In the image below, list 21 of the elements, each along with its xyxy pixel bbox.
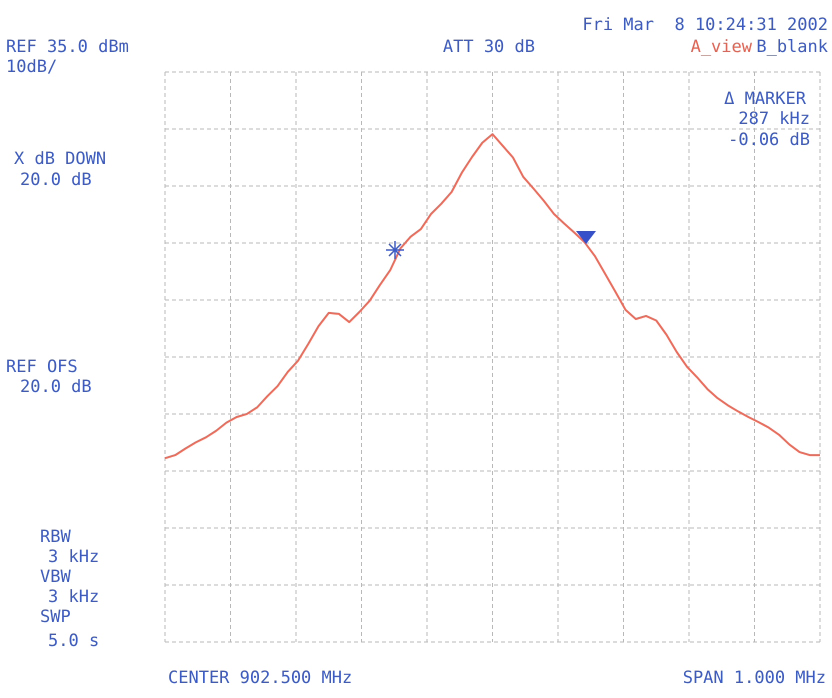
text: B_blank xyxy=(756,37,828,57)
text: 3 kHz xyxy=(48,547,100,567)
text: X dB DOWN xyxy=(14,149,106,169)
text: 5.0 s xyxy=(48,631,100,651)
text: 287 kHz xyxy=(738,109,810,129)
text: REF OFS xyxy=(6,357,78,377)
text: 20.0 dB xyxy=(20,377,92,397)
text: Fri Mar 8 10:24:31 2002 xyxy=(582,15,828,35)
text: Δ MARKER xyxy=(724,89,807,109)
text: A_view xyxy=(690,37,753,57)
text: VBW xyxy=(40,567,72,587)
text: 10dB/ xyxy=(6,57,58,77)
text: 3 kHz xyxy=(48,587,100,607)
text: RBW xyxy=(40,527,72,547)
text: SWP xyxy=(40,607,71,627)
text: 20.0 dB xyxy=(20,170,92,190)
annotation: -0.06 dB xyxy=(728,130,810,150)
text: ATT 30 dB xyxy=(442,37,535,57)
text: REF 35.0 dBm xyxy=(6,37,129,57)
text: CENTER 902.500 MHz xyxy=(168,668,352,688)
text: SPAN 1.000 MHz xyxy=(682,668,826,688)
